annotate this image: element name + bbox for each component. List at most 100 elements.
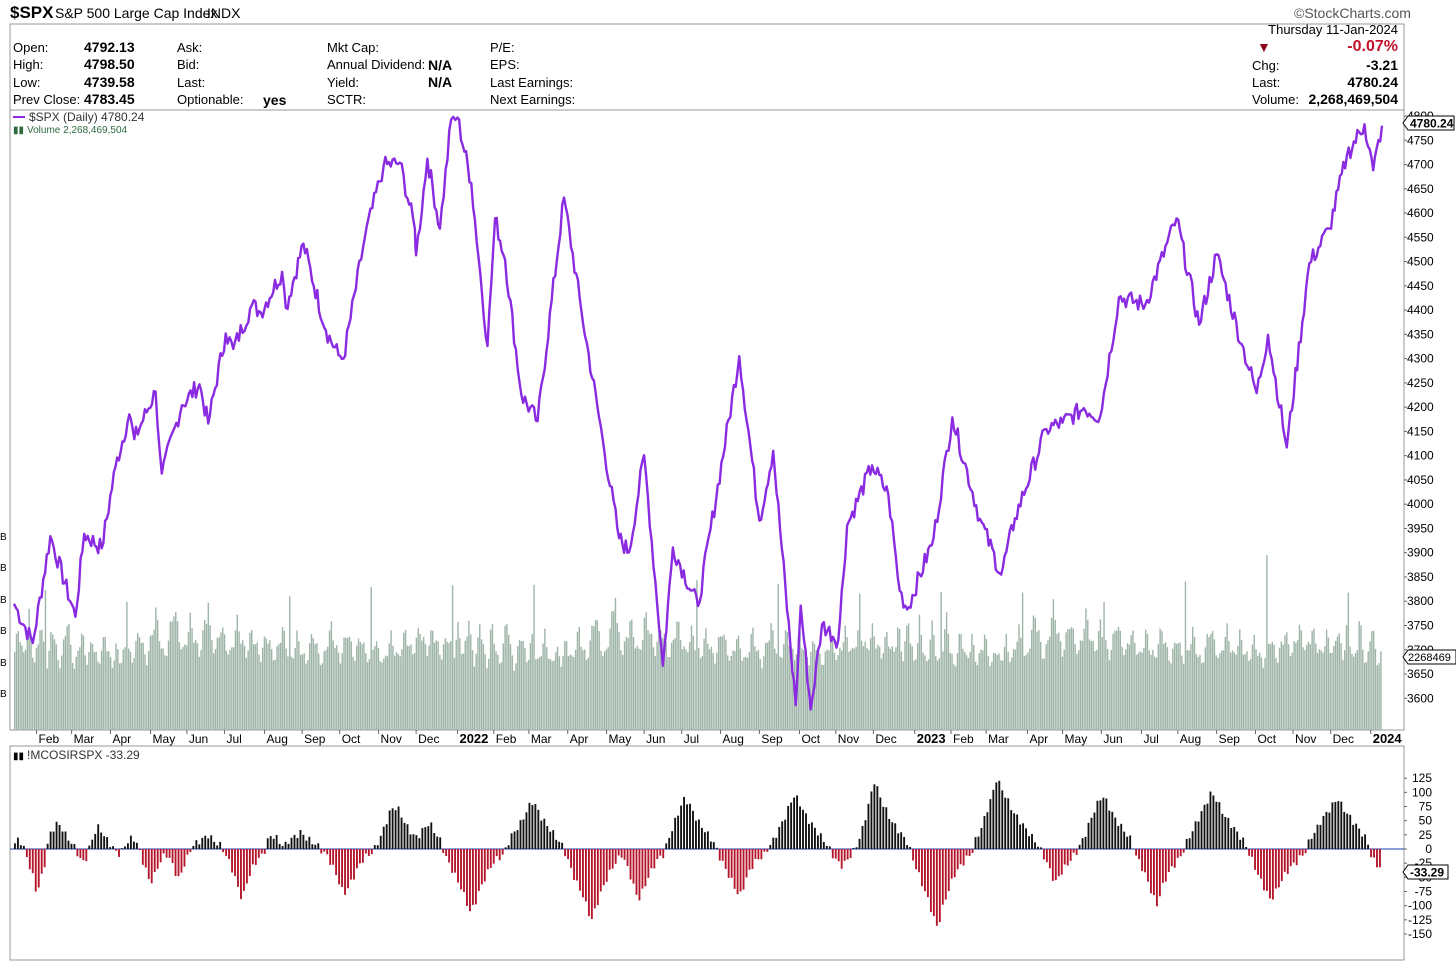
volume-bar (878, 646, 881, 730)
osc-bar (469, 849, 471, 912)
osc-bar (605, 849, 608, 882)
sctr-label: SCTR: (327, 92, 366, 107)
volume-bar (75, 656, 77, 730)
volume-bar (853, 648, 856, 730)
volume-bar (1119, 630, 1122, 730)
volume-bar (1347, 592, 1350, 730)
volume-bar (247, 650, 249, 730)
osc-bar (70, 843, 73, 849)
volume-bar (584, 649, 586, 730)
volume-bar (66, 626, 68, 730)
volume-bar (1065, 632, 1067, 730)
osc-bar (1129, 835, 1132, 849)
volume-bar (1213, 639, 1216, 730)
volume-bar (669, 657, 671, 730)
volume-bar (569, 654, 571, 730)
osc-bar (403, 822, 406, 849)
volume-bar (915, 659, 917, 730)
osc-bar (37, 849, 40, 888)
osc-bar (564, 849, 567, 857)
volume-bar (290, 656, 293, 730)
change-percent: -0.07% (1347, 38, 1398, 55)
osc-bar (831, 849, 834, 859)
volume-bar (828, 650, 830, 730)
volume-bar (764, 642, 767, 730)
volume-bar (973, 644, 975, 730)
osc-bar (1242, 837, 1245, 849)
volume-bar (442, 644, 445, 730)
osc-bar (1135, 849, 1138, 856)
volume-bar (462, 653, 465, 730)
osc-bar (1176, 849, 1179, 858)
volume-bar (976, 665, 979, 730)
volume-bar (1079, 640, 1082, 730)
osc-bar (894, 823, 897, 849)
osc-bar (418, 838, 421, 849)
osc-bar (647, 849, 650, 878)
volume-bar (473, 666, 476, 730)
osc-bar (986, 812, 989, 849)
osc-tick-label: 25 (1419, 828, 1433, 842)
osc-bar (290, 837, 293, 849)
x-tick-label: May (609, 732, 632, 746)
volume-bar (1307, 641, 1310, 730)
volume-bar (1007, 651, 1009, 730)
osc-bar (921, 849, 923, 887)
x-tick-label: Aug (1180, 732, 1201, 746)
volume-bar (840, 650, 843, 730)
osc-bar (1010, 810, 1013, 849)
volume-bar (53, 639, 56, 730)
volume-bar (86, 664, 88, 730)
osc-bar (587, 849, 590, 917)
volume-bar (622, 655, 624, 730)
volume-bar (926, 661, 928, 730)
volume-bar (775, 653, 778, 730)
osc-bar (909, 846, 912, 849)
volume-bar (517, 646, 519, 730)
volume-bar (745, 656, 747, 730)
y-tick-label: 4300 (1407, 352, 1434, 366)
volume-bar (1166, 647, 1169, 730)
volume-bar (875, 648, 877, 730)
volume-bar (1177, 643, 1179, 730)
osc-bar (442, 849, 445, 853)
volume-bar (922, 652, 924, 730)
volume-bar (1363, 662, 1366, 730)
osc-bar (299, 830, 302, 849)
volume-bar (39, 630, 41, 730)
osc-bar (177, 849, 180, 877)
osc-bar (207, 838, 210, 849)
high-value: 4798.50 (84, 56, 135, 72)
volume-bar (88, 652, 90, 730)
low-label: Low: (13, 75, 41, 90)
y-tick-label: 4350 (1407, 327, 1434, 341)
osc-bar (1301, 849, 1304, 856)
volume-bar (106, 651, 108, 730)
volume-bar (535, 659, 537, 730)
volume-bar (61, 655, 63, 730)
volume-bar (562, 655, 564, 730)
volume-bar (1237, 645, 1239, 730)
osc-bar (370, 849, 373, 855)
osc-bar (198, 844, 201, 849)
osc-bar (709, 841, 712, 849)
volume-bar (855, 646, 857, 730)
osc-bar (216, 845, 219, 849)
volume-bar (936, 660, 939, 730)
x-tick-label: Sep (761, 732, 783, 746)
volume-bar (726, 655, 729, 730)
volume-bar (17, 631, 20, 730)
volume-bar (1117, 627, 1120, 730)
volume-bar (1144, 629, 1147, 730)
volume-bar (1074, 644, 1076, 730)
volume-bar (1085, 608, 1087, 730)
osc-bar (576, 849, 578, 881)
volume-bar (783, 644, 785, 730)
volume-bar (450, 640, 452, 730)
osc-bar (906, 845, 909, 849)
volume-bar (321, 663, 324, 730)
volume-bar (1164, 642, 1167, 730)
volume-bar (678, 621, 680, 730)
volume-bar (536, 658, 539, 730)
